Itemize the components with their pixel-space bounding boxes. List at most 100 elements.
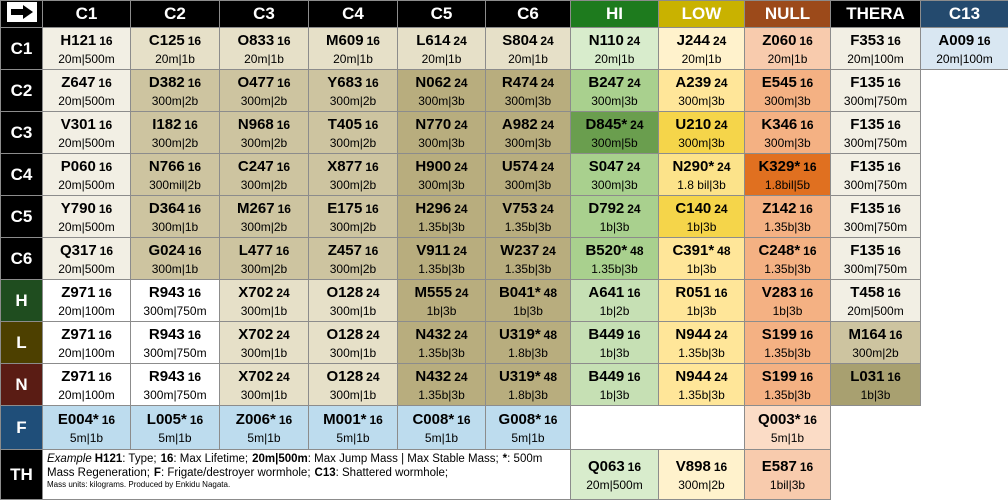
wormhole-code: Z060 <box>762 32 796 49</box>
wormhole-code: T458 <box>850 284 884 301</box>
max-lifetime: 24 <box>276 328 289 342</box>
mass-limits: 300m|2b <box>131 136 219 150</box>
mass-limits: 1.8bil|5b <box>745 178 830 192</box>
max-lifetime: 16 <box>800 460 813 474</box>
max-lifetime: 16 <box>367 34 380 48</box>
max-lifetime: 24 <box>630 118 643 132</box>
mass-limits: 5m|1b <box>131 431 219 445</box>
wormhole-code: M001* <box>323 411 366 428</box>
empty-cell <box>921 280 1008 322</box>
empty-cell <box>921 406 1008 450</box>
mass-limits: 1.35b|3b <box>398 220 485 234</box>
wormhole-code: O128 <box>326 368 363 385</box>
wormhole-code: S199 <box>762 326 797 343</box>
max-lifetime: 16 <box>887 244 900 258</box>
mass-limits: 20m|100m <box>43 304 130 318</box>
mass-limits: 20m|500m <box>831 304 920 318</box>
max-lifetime: 16 <box>184 118 197 132</box>
wormhole-code: N968 <box>238 116 274 133</box>
column-header: LOW <box>659 1 745 28</box>
mass-limits: 1b|3b <box>659 220 744 234</box>
mass-limits: 20m|500m <box>43 178 130 192</box>
column-header: C1 <box>43 1 131 28</box>
mass-limits: 5m|1b <box>43 431 130 445</box>
wormhole-code: C125 <box>149 32 185 49</box>
mass-limits: 300m|3b <box>398 94 485 108</box>
max-lifetime: 16 <box>190 413 203 427</box>
max-lifetime: 16 <box>800 328 813 342</box>
wormhole-code: A641 <box>588 284 624 301</box>
row-header: C4 <box>1 154 43 196</box>
mass-limits: 1.8 bil|3b <box>659 178 744 192</box>
wormhole-code: O128 <box>326 326 363 343</box>
max-lifetime: 16 <box>887 76 900 90</box>
max-lifetime: 16 <box>365 244 378 258</box>
max-lifetime: 16 <box>887 370 900 384</box>
max-lifetime: 24 <box>453 244 466 258</box>
mass-limits: 20m|500m <box>43 94 130 108</box>
max-lifetime: 16 <box>887 34 900 48</box>
wormhole-code: W237 <box>500 242 539 259</box>
wormhole-code: R943 <box>149 284 185 301</box>
wormhole-code: R943 <box>149 326 185 343</box>
wormhole-code: N766 <box>149 158 185 175</box>
mass-limits: 20m|100m <box>43 388 130 402</box>
mass-limits: 300m|3b <box>659 136 744 150</box>
max-lifetime: 24 <box>454 370 467 384</box>
max-lifetime: 16 <box>714 286 727 300</box>
mass-limits: 300mil|2b <box>131 178 219 192</box>
wormhole-code: L614 <box>416 32 450 49</box>
mass-limits: 300m|2b <box>220 220 308 234</box>
wormhole-code: J244 <box>677 32 710 49</box>
mass-limits: 20m|500m <box>43 136 130 150</box>
max-lifetime: 24 <box>714 328 727 342</box>
note-text: : Shattered wormhole; <box>336 467 449 479</box>
note-term: C13 <box>315 467 336 479</box>
max-lifetime: 24 <box>627 160 640 174</box>
max-lifetime: 24 <box>276 370 289 384</box>
corner-cell <box>1 1 43 28</box>
mass-limits: 300m|750m <box>831 178 920 192</box>
max-lifetime: 16 <box>277 118 290 132</box>
wormhole-code: D364 <box>149 200 185 217</box>
mass-limits: 5m|1b <box>745 431 830 445</box>
mass-limits: 5m|1b <box>486 431 570 445</box>
mass-limits: 20m|500m <box>571 478 658 492</box>
max-lifetime: 16 <box>803 244 816 258</box>
row-header: C5 <box>1 196 43 238</box>
max-lifetime: 16 <box>98 328 111 342</box>
wormhole-code: N432 <box>415 326 451 343</box>
empty-cell <box>921 364 1008 406</box>
mass-limits: 20m|100m <box>43 346 130 360</box>
wormhole-code: C247 <box>238 158 274 175</box>
wormhole-code: A009 <box>938 32 974 49</box>
max-lifetime: 16 <box>804 413 817 427</box>
mass-limits: 1b|3b <box>486 304 570 318</box>
